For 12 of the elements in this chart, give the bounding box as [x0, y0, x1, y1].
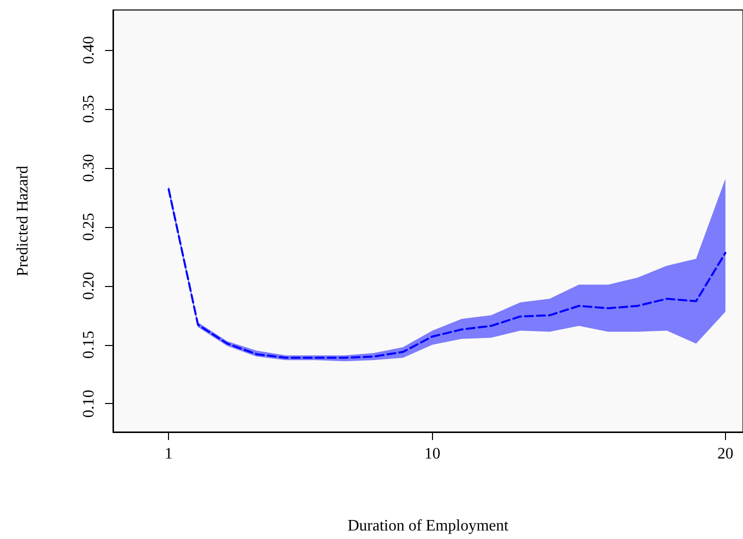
y-tick-label: 0.35 — [80, 95, 98, 124]
x-tick-label: 1 — [164, 446, 173, 462]
y-tick-label: 0.20 — [80, 272, 98, 300]
y-tick-label: 0.10 — [80, 390, 98, 418]
x-tick-label: 10 — [424, 446, 440, 462]
y-tick-label: 0.30 — [80, 154, 98, 182]
y-tick-label: 0.25 — [80, 212, 98, 241]
x-tick-label: 20 — [717, 446, 734, 462]
y-axis-title: Predicted Hazard — [14, 166, 32, 276]
y-tick-label: 0.15 — [80, 330, 98, 359]
x-axis-title: Duration of Employment — [348, 518, 509, 534]
y-tick-label: 0.40 — [80, 36, 98, 64]
